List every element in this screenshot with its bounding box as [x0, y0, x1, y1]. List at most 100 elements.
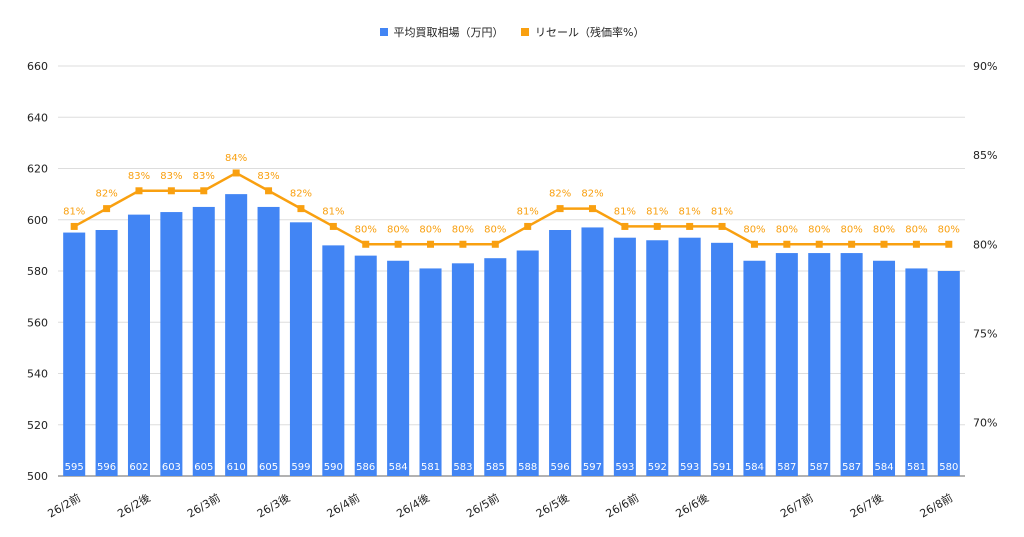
legend-item-bar: 平均買取相場（万円）	[379, 24, 504, 40]
line-point	[912, 240, 920, 248]
y-right-tick-label: 90%	[973, 60, 997, 73]
x-tick-label: 26/7前	[778, 490, 816, 520]
bar	[549, 230, 572, 476]
line-value-label: 82%	[95, 189, 117, 200]
line-value-label: 80%	[873, 224, 895, 235]
bar	[678, 237, 701, 476]
line-point	[200, 187, 208, 195]
line-value-label: 80%	[841, 224, 863, 235]
bar	[873, 260, 896, 476]
bar-value-label: 586	[356, 462, 375, 473]
bar	[127, 214, 150, 476]
bar-value-label: 605	[259, 462, 278, 473]
bar	[581, 227, 604, 476]
bar-value-label: 590	[324, 462, 343, 473]
line-point	[362, 240, 370, 248]
line-value-label: 83%	[193, 171, 215, 182]
bar	[937, 271, 960, 476]
y-left-tick-label: 640	[27, 111, 48, 124]
line-point	[945, 240, 953, 248]
bar	[387, 260, 410, 476]
bar-value-label: 580	[939, 462, 958, 473]
y-left-tick-label: 500	[27, 470, 48, 483]
line-value-label: 80%	[419, 224, 441, 235]
bar-value-label: 581	[907, 462, 926, 473]
bar-value-label: 602	[129, 462, 148, 473]
bar-value-label: 587	[777, 462, 796, 473]
line-point	[815, 240, 823, 248]
y-left-tick-label: 540	[27, 368, 48, 381]
line-point	[167, 187, 175, 195]
x-tick-label: 26/8前	[917, 490, 955, 520]
bar	[289, 222, 312, 476]
bar-value-label: 587	[842, 462, 861, 473]
line-value-label: 80%	[452, 224, 474, 235]
y-right-tick-label: 85%	[973, 149, 997, 162]
line-value-label: 80%	[905, 224, 927, 235]
bar-value-label: 596	[97, 462, 116, 473]
line-value-label: 80%	[484, 224, 506, 235]
bar	[225, 194, 248, 476]
line-point	[491, 240, 499, 248]
resale-line	[73, 171, 949, 246]
line-point	[265, 187, 273, 195]
line-point	[427, 240, 435, 248]
bar-value-label: 603	[162, 462, 181, 473]
line-value-label: 83%	[257, 171, 279, 182]
bar	[160, 212, 183, 476]
x-tick-label: 26/5前	[464, 490, 502, 520]
line-point	[232, 169, 240, 177]
bar	[808, 253, 831, 476]
bar	[419, 268, 442, 476]
line-point	[394, 240, 402, 248]
line-value-label: 82%	[549, 189, 571, 200]
legend-swatch-line	[521, 28, 530, 36]
line-value-label: 80%	[776, 224, 798, 235]
bar-value-label: 584	[389, 462, 408, 473]
bar	[743, 260, 766, 476]
y-right-tick-label: 80%	[973, 238, 997, 251]
line-point	[588, 205, 596, 213]
legend: 平均買取相場（万円） リセール（残価率%）	[0, 24, 1024, 40]
line-point	[297, 205, 305, 213]
line-point	[329, 222, 337, 230]
legend-item-line: リセール（残価率%）	[521, 24, 644, 40]
line-value-label: 83%	[160, 171, 182, 182]
y-left-tick-label: 520	[27, 419, 48, 432]
line-value-label: 81%	[711, 206, 733, 217]
bar-value-label: 587	[810, 462, 829, 473]
line-value-label: 82%	[581, 189, 603, 200]
bar-value-label: 592	[648, 462, 667, 473]
line-point	[686, 222, 694, 230]
line-value-label: 82%	[290, 189, 312, 200]
line-point	[135, 187, 143, 195]
line-value-label: 81%	[646, 206, 668, 217]
line-value-label: 80%	[938, 224, 960, 235]
y-left-tick-label: 660	[27, 60, 48, 73]
bar-value-label: 596	[551, 462, 570, 473]
bar	[711, 242, 734, 476]
line-point	[524, 222, 532, 230]
x-tick-label: 26/7後	[847, 490, 885, 520]
line-value-label: 80%	[387, 224, 409, 235]
bar	[840, 253, 863, 476]
line-point	[653, 222, 661, 230]
legend-label-line: リセール（残価率%）	[535, 26, 645, 39]
bar-value-label: 591	[713, 462, 732, 473]
legend-swatch-bar	[379, 28, 388, 36]
bar-value-label: 605	[194, 462, 213, 473]
line-point	[621, 222, 629, 230]
line-point	[848, 240, 856, 248]
line-value-label: 81%	[63, 206, 85, 217]
bar	[63, 232, 86, 476]
bar	[354, 255, 377, 476]
x-tick-label: 26/6後	[673, 490, 711, 520]
x-tick-label: 26/6前	[603, 490, 641, 520]
line-point	[459, 240, 467, 248]
y-left-tick-label: 580	[27, 265, 48, 278]
bar	[613, 237, 636, 476]
bar-value-label: 584	[745, 462, 764, 473]
bar-value-label: 583	[453, 462, 472, 473]
